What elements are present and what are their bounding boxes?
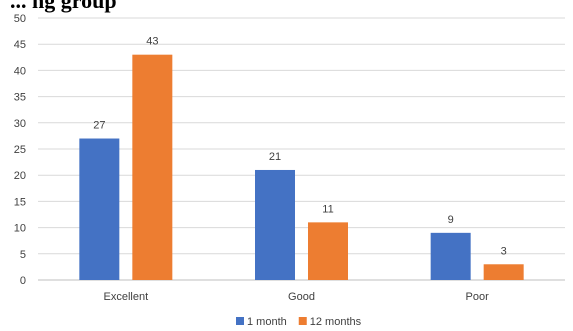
y-tick-label: 15 [14, 196, 26, 208]
bar [132, 54, 173, 281]
data-label: 27 [93, 120, 105, 132]
legend: 1 month 12 months [236, 316, 362, 328]
y-tick-label: 20 [14, 170, 26, 182]
y-tick-label: 25 [14, 144, 26, 156]
y-tick-label: 40 [14, 65, 26, 77]
legend-label: 12 months [310, 316, 362, 328]
x-category-label: Poor [466, 291, 490, 303]
y-tick-label: 5 [20, 249, 26, 261]
bars [79, 54, 524, 281]
bar [430, 232, 471, 280]
x-category-label: Excellent [104, 291, 149, 303]
x-axis-categories: Excellent Good Poor [104, 291, 490, 303]
bar [79, 138, 120, 280]
y-tick-label: 50 [14, 13, 26, 25]
bar [308, 222, 348, 280]
chart-title: ... ng group [10, 0, 117, 13]
bar [483, 264, 524, 280]
y-axis-ticks: 0 5 10 15 20 25 30 35 40 45 50 [14, 13, 26, 287]
gridlines [38, 17, 565, 281]
bar [255, 169, 295, 280]
y-tick-label: 0 [20, 275, 26, 287]
legend-swatch [236, 317, 244, 325]
data-label: 43 [146, 36, 158, 48]
data-label: 21 [269, 151, 281, 163]
y-tick-label: 35 [14, 92, 26, 104]
y-tick-label: 10 [14, 223, 26, 235]
x-category-label: Good [288, 291, 315, 303]
y-tick-label: 45 [14, 39, 26, 51]
data-labels: 27 43 21 11 9 3 [93, 36, 507, 258]
legend-swatch [298, 317, 307, 325]
data-label: 11 [322, 203, 333, 215]
data-label: 3 [501, 245, 507, 257]
data-label: 9 [448, 214, 454, 226]
legend-label: 1 month [247, 316, 287, 328]
y-tick-label: 30 [14, 118, 26, 130]
